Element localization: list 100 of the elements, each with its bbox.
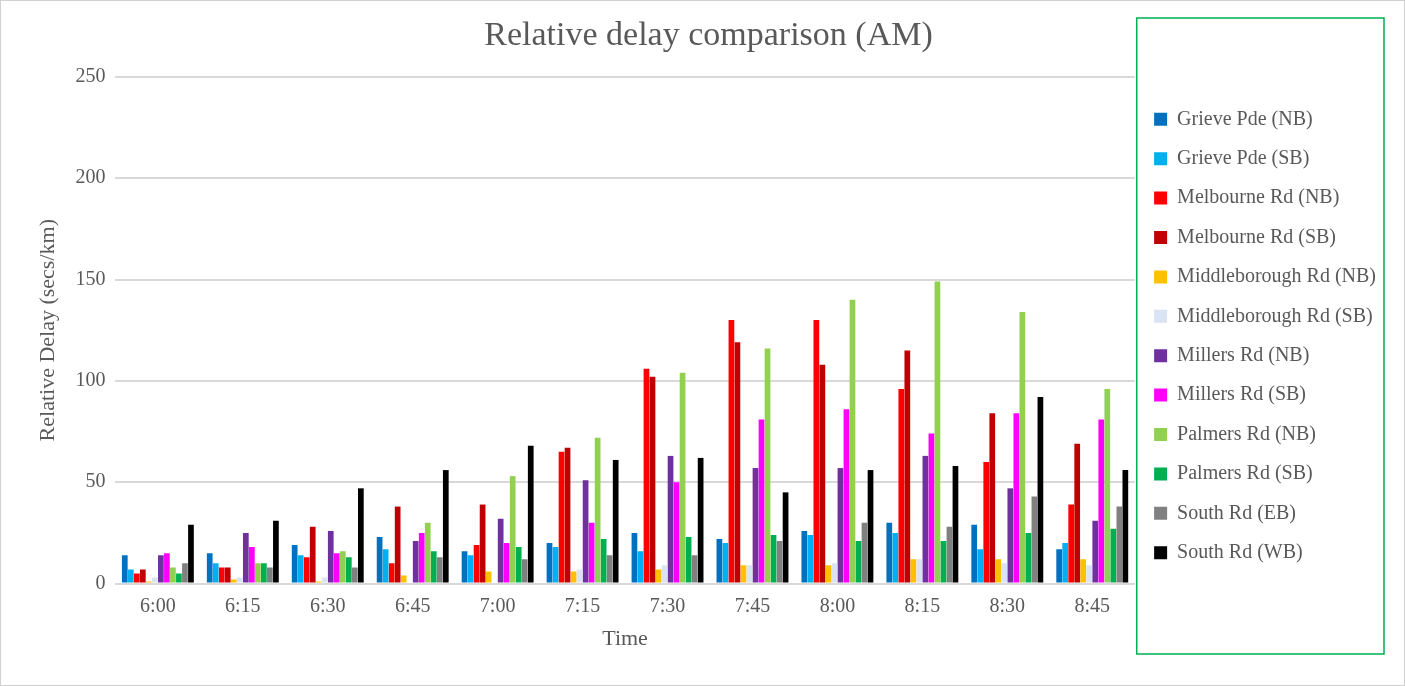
- bar: [600, 539, 607, 583]
- x-tick-label: 8:45: [1074, 593, 1111, 616]
- bar: [188, 524, 194, 583]
- y-tick-label: 0: [95, 570, 106, 593]
- bar: [212, 563, 219, 583]
- bar: [989, 413, 996, 583]
- bar: [248, 547, 255, 583]
- bar: [612, 459, 619, 583]
- bar: [339, 551, 346, 583]
- y-tick-label: 200: [75, 165, 106, 188]
- bar: [394, 506, 401, 583]
- bar: [983, 461, 990, 583]
- x-tick-label: 8:00: [819, 593, 856, 616]
- bar: [309, 526, 316, 583]
- legend-label: Grieve Pde (SB): [1177, 145, 1310, 169]
- bar: [1122, 470, 1129, 583]
- bar: [218, 567, 225, 583]
- bar: [503, 543, 510, 583]
- bar: [267, 567, 273, 583]
- bar: [133, 573, 140, 583]
- bar: [910, 559, 917, 583]
- bar: [418, 532, 425, 583]
- y-tick-label: 150: [75, 266, 106, 289]
- bar: [357, 488, 364, 583]
- bar: [170, 567, 176, 583]
- bar: [1110, 528, 1117, 583]
- legend-label: South Rd (WB): [1177, 539, 1303, 563]
- x-tick-label: 6:45: [394, 593, 431, 616]
- bar: [995, 559, 1002, 583]
- bar: [1056, 549, 1063, 583]
- legend-label: Melbourne Rd (NB): [1177, 185, 1340, 209]
- bar: [801, 530, 808, 583]
- bar: [898, 388, 905, 583]
- bar: [1019, 311, 1026, 583]
- bar: [1074, 443, 1081, 583]
- x-axis-title: Time: [602, 624, 648, 650]
- y-axis-title: Relative Delay (secs/km): [33, 219, 59, 442]
- legend-label: Palmers Rd (NB): [1177, 421, 1317, 445]
- bar: [206, 553, 213, 583]
- bar: [977, 549, 984, 583]
- bar: [388, 563, 395, 583]
- bar: [1086, 565, 1093, 583]
- legend-label: Melbourne Rd (SB): [1177, 224, 1337, 248]
- bar: [321, 577, 328, 583]
- bar: [1007, 488, 1014, 583]
- bar: [158, 555, 164, 583]
- y-tick-label: 250: [75, 64, 106, 87]
- legend-label: Middleborough Rd (SB): [1177, 303, 1373, 327]
- bar: [236, 577, 243, 583]
- bar: [746, 565, 753, 583]
- bar: [916, 559, 923, 583]
- bar: [291, 545, 298, 583]
- bar: [164, 553, 170, 583]
- bar: [303, 557, 310, 583]
- bar: [230, 579, 237, 583]
- bar: [527, 445, 534, 583]
- x-tick-label: 8:15: [904, 593, 941, 616]
- bar: [515, 547, 522, 583]
- bar: [1104, 388, 1111, 583]
- bar: [424, 522, 431, 583]
- bar: [497, 518, 504, 583]
- legend-label: South Rd (EB): [1177, 500, 1297, 524]
- bar: [1001, 563, 1008, 583]
- bar: [576, 569, 583, 583]
- legend-label: Palmers Rd (SB): [1177, 461, 1313, 485]
- y-tick-label: 100: [75, 368, 106, 391]
- bar: [297, 555, 304, 583]
- bar: [182, 563, 188, 583]
- bar: [807, 534, 814, 583]
- bar: [1092, 520, 1099, 583]
- x-tick-label: 6:30: [309, 593, 346, 616]
- bar: [442, 470, 449, 583]
- bar: [261, 563, 267, 583]
- bar: [509, 476, 516, 583]
- bar: [242, 532, 249, 583]
- bar: [255, 563, 261, 583]
- bar: [1068, 504, 1075, 583]
- bar: [1013, 413, 1020, 583]
- chart-title: Relative delay comparison (AM): [484, 15, 933, 54]
- bar: [521, 559, 528, 583]
- legend-label: Millers Rd (NB): [1177, 342, 1310, 366]
- bar: [224, 567, 231, 583]
- bar: [606, 555, 613, 583]
- bar: [430, 551, 437, 583]
- bar: [351, 567, 358, 583]
- bar: [570, 571, 577, 583]
- bar: [127, 569, 134, 583]
- bar: [333, 553, 340, 583]
- bar: [661, 565, 668, 583]
- bar: [971, 524, 978, 583]
- bar: [1062, 543, 1069, 583]
- x-tick-label: 7:15: [564, 593, 601, 616]
- bar: [892, 532, 899, 583]
- bar: [176, 573, 182, 583]
- x-tick-label: 7:45: [734, 593, 771, 616]
- bar: [655, 569, 662, 583]
- bar: [152, 577, 158, 583]
- bar: [825, 565, 832, 583]
- bar: [327, 530, 334, 583]
- bar: [139, 569, 146, 583]
